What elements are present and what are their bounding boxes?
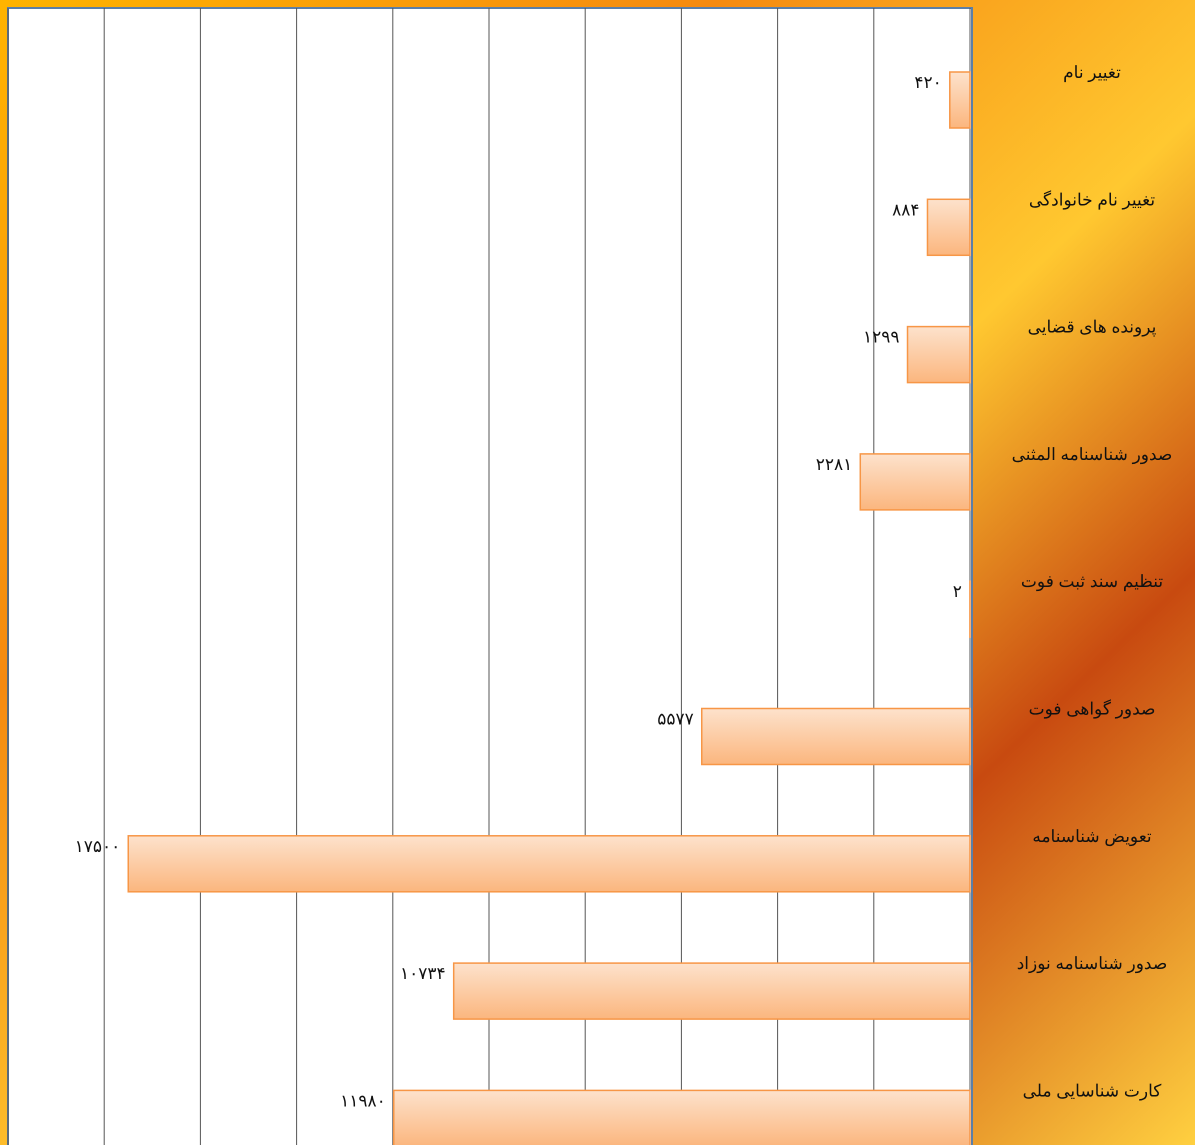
category-label: پرونده های قضایی [1028,318,1157,338]
bar [949,71,971,129]
value-label: ۸۸۴ [892,200,919,219]
bar [393,1089,971,1145]
value-label: ۴۲۰ [914,73,941,92]
value-label: ۱۰۷۳۴ [400,964,446,983]
bar [859,453,971,511]
bar [452,962,971,1020]
bar [127,835,971,893]
bar [700,707,971,766]
value-label: ۵۵۷۷ [657,710,694,729]
value-label: ۲۲۸۱ [816,455,853,474]
category-label: تغییر نام خانوادگی [1029,189,1155,210]
plot-area [7,7,973,1145]
value-label: ۱۷۵۰۰ [75,837,121,856]
bar [906,325,971,384]
category-label: کارت شناسایی ملی [1023,1081,1163,1101]
category-label: صدور شناسنامه المثنی [1012,445,1173,465]
bar [926,198,971,257]
value-label: ۱۲۹۹ [863,328,900,347]
value-label: ۱۱۹۸۰ [340,1091,386,1110]
value-label: ۲ [953,582,962,601]
category-label: تعویض شناسنامه [1032,827,1152,847]
category-label: صدور گواهی فوت [1029,699,1156,720]
category-label: صدور شناسنامه نوزاد [1017,954,1168,974]
category-label: تنظیم سند ثبت فوت [1021,572,1163,592]
category-label: تغییر نام [1063,63,1121,83]
